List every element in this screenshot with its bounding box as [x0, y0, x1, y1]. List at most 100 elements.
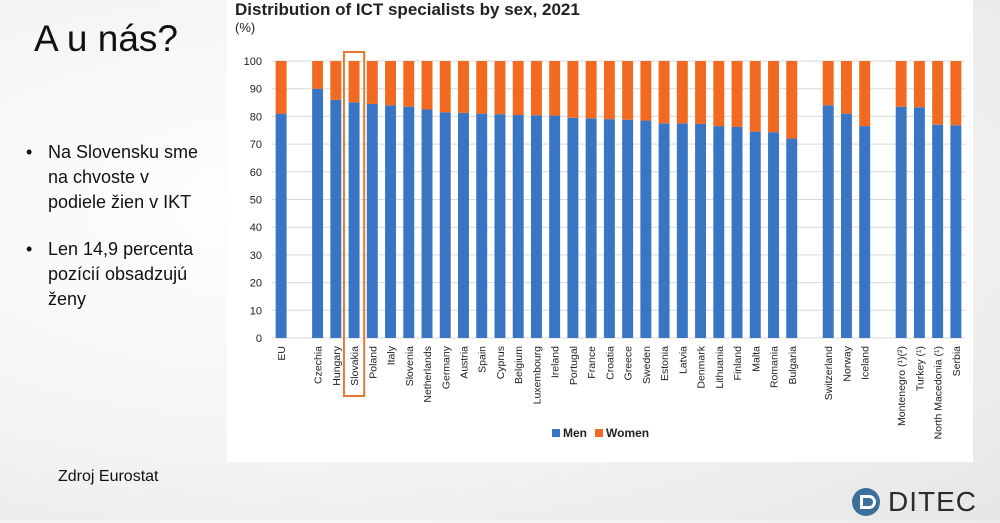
source-note: Zdroj Eurostat — [58, 468, 159, 485]
y-tick-label: 0 — [256, 333, 262, 345]
x-tick-label: Denmark — [696, 345, 708, 388]
bar-men — [840, 113, 852, 338]
x-tick-label: Romania — [769, 346, 781, 388]
x-tick-label: Netherlands — [422, 346, 434, 403]
y-tick-label: 30 — [250, 250, 262, 262]
bullet-item: • Len 14,9 percenta pozícií obsadzujú že… — [22, 237, 202, 312]
bar-men — [530, 115, 542, 339]
bar-men — [567, 117, 579, 338]
x-tick-label: Finland — [732, 346, 744, 381]
legend-swatch — [595, 429, 603, 437]
bar-women — [840, 61, 852, 114]
bar-men — [676, 123, 688, 338]
bar-men — [512, 115, 524, 338]
bar-men — [549, 115, 561, 338]
y-tick-label: 10 — [250, 305, 262, 317]
bar-men — [439, 112, 451, 339]
x-tick-label: Spain — [477, 346, 489, 373]
slide-title: A u nás? — [34, 18, 179, 59]
x-tick-label: Montenegro (¹)(²) — [896, 346, 908, 426]
bar-women — [421, 61, 433, 110]
bullet-dot-icon: • — [26, 142, 33, 162]
bar-men — [786, 138, 798, 338]
logo-text: DITEC — [888, 486, 977, 517]
bar-men — [713, 126, 725, 338]
chart-title: Distribution of ICT specialists by sex, … — [235, 0, 580, 19]
x-tick-label: Ireland — [550, 346, 562, 378]
x-tick-label: Austria — [458, 346, 470, 379]
bar-men — [731, 126, 743, 339]
bar-men — [895, 106, 907, 338]
bullet-dot-icon: • — [26, 239, 33, 259]
bar-men — [658, 123, 670, 338]
ditec-logo: DITEC — [850, 486, 990, 518]
x-tick-label: Portugal — [568, 346, 580, 385]
bar-women — [312, 61, 324, 89]
bar-women — [403, 61, 415, 107]
y-tick-label: 40 — [250, 222, 262, 234]
x-tick-label: Iceland — [860, 346, 872, 380]
bullet-list: • Na Slovensku sme na chvoste v podiele … — [22, 140, 202, 334]
x-tick-label: Croatia — [604, 346, 616, 380]
bar-women — [749, 61, 761, 132]
bar-men — [330, 99, 342, 338]
bar-women — [494, 61, 506, 115]
bar-men — [421, 109, 433, 338]
bar-women — [895, 61, 907, 107]
x-tick-label: Sweden — [641, 346, 653, 384]
bar-men — [640, 120, 652, 339]
y-tick-label: 80 — [250, 111, 262, 123]
x-tick-label: Greece — [623, 346, 635, 381]
x-tick-label: Switzerland — [823, 346, 835, 400]
bar-women — [348, 61, 360, 103]
bar-women — [859, 61, 871, 127]
bar-men — [403, 106, 415, 338]
y-tick-label: 20 — [250, 278, 262, 290]
x-tick-label: Serbia — [951, 346, 963, 377]
chart-unit: (%) — [235, 20, 256, 35]
x-tick-label: Malta — [750, 346, 762, 372]
bar-men — [859, 126, 871, 338]
bar-women — [950, 61, 962, 126]
x-tick-label: Cyprus — [495, 346, 507, 379]
x-tick-label: Hungary — [331, 345, 343, 385]
bar-women — [567, 61, 579, 118]
bar-men — [749, 131, 761, 338]
bar-women — [822, 61, 834, 106]
bullet-item: • Na Slovensku sme na chvoste v podiele … — [22, 140, 202, 215]
ditec-logo-icon — [852, 488, 880, 516]
bar-women — [731, 61, 743, 127]
bar-men — [950, 125, 962, 338]
highlight-box — [342, 51, 366, 397]
bar-women — [913, 61, 925, 108]
bar-women — [768, 61, 779, 133]
bar-men — [585, 118, 597, 339]
bar-men — [822, 105, 834, 338]
bar-women — [458, 61, 469, 113]
bar-men — [768, 132, 779, 338]
x-tick-label: Lithuania — [714, 346, 726, 389]
bar-men — [932, 124, 944, 339]
bar-women — [932, 61, 944, 125]
x-tick-label: EU — [276, 346, 288, 361]
x-tick-label: Luxembourg — [531, 346, 543, 405]
x-tick-label: Czechia — [313, 346, 325, 384]
bar-women — [603, 61, 615, 120]
x-tick-label: Latvia — [677, 346, 689, 374]
bar-women — [640, 61, 652, 121]
y-tick-label: 100 — [244, 56, 262, 68]
legend-label: Men — [563, 426, 587, 440]
bar-women — [676, 61, 688, 124]
bar-women — [512, 61, 524, 116]
bar-men — [476, 113, 488, 338]
bar-women — [695, 61, 707, 124]
bar-women — [366, 61, 378, 104]
y-tick-label: 60 — [250, 167, 262, 179]
legend-swatch — [552, 429, 560, 437]
bar-men — [603, 119, 615, 338]
bar-men — [913, 107, 925, 338]
x-tick-label: Italy — [386, 345, 398, 365]
x-tick-label: Turkey (¹) — [914, 346, 926, 391]
bar-women — [530, 61, 542, 116]
bar-women — [385, 61, 397, 106]
